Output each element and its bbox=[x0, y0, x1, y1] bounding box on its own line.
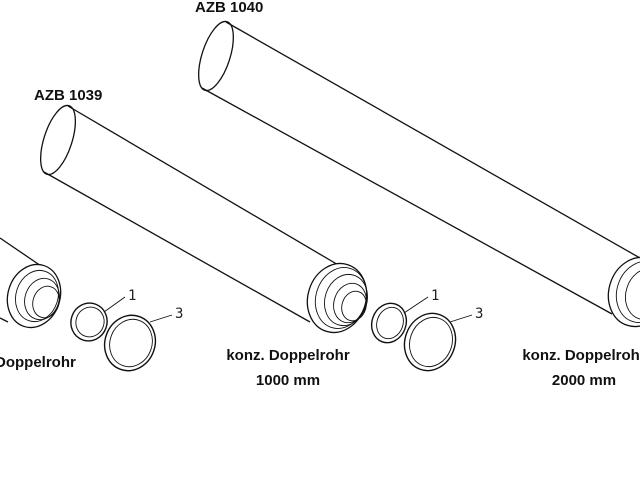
callout-azb1039-1: 1 bbox=[431, 288, 439, 304]
callout-left-1: 1 bbox=[128, 288, 136, 304]
part-azb1039-length: 1000 mm bbox=[256, 372, 320, 389]
part-azb1040-length: 2000 mm bbox=[552, 372, 616, 389]
pipe-left bbox=[0, 237, 62, 329]
ring-azb1039-1 bbox=[370, 302, 408, 344]
callout-azb1039-3: 3 bbox=[475, 306, 483, 322]
pipe-azb1039 bbox=[39, 104, 368, 334]
part-azb1039-code: AZB 1039 bbox=[34, 87, 102, 104]
pipe-azb1040 bbox=[197, 20, 640, 328]
callout-left-3: 3 bbox=[175, 306, 183, 322]
part-left-description: Doppelrohr bbox=[0, 354, 76, 371]
part-azb1040-code: AZB 1040 bbox=[195, 0, 263, 16]
part-azb1039-description: konz. Doppelrohr bbox=[226, 347, 349, 364]
ring-left-1 bbox=[70, 302, 108, 342]
ring-azb1039-3 bbox=[403, 312, 457, 372]
part-azb1040-description: konz. Doppelrohr bbox=[522, 347, 640, 364]
ring-left-3 bbox=[103, 314, 157, 372]
